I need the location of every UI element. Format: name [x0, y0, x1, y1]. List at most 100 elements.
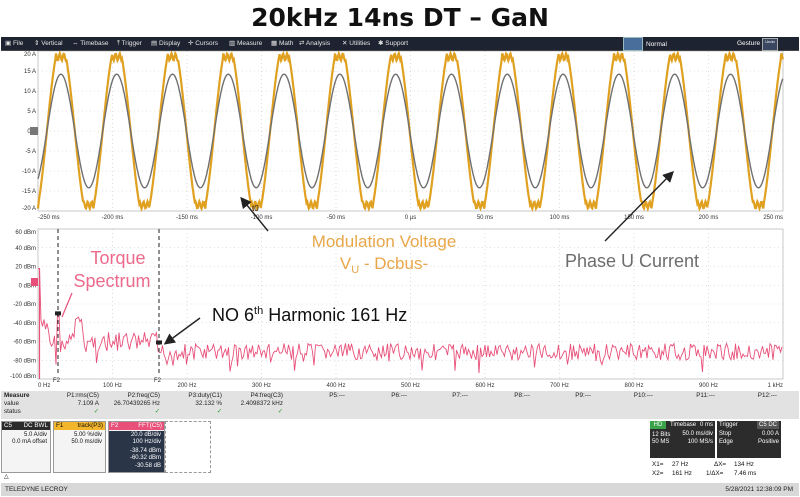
fft-offset-marker[interactable] [31, 278, 38, 286]
bottom-x-tick-label: 0 Hz [38, 383, 50, 389]
measure-param-name: P6:--- [391, 392, 407, 399]
cursor-x2-label: X2= [652, 470, 664, 477]
menu-cursors[interactable]: ✛ Cursors [188, 40, 219, 47]
trigger-slope: Positive [757, 439, 779, 445]
measure-param-name: P9:--- [575, 392, 591, 399]
channel-f2-hdiv: 100 Hz/div [132, 439, 161, 445]
channel-c5-header: C5 DC BWL [2, 422, 50, 430]
channel-f1-box[interactable]: F1 track(P3) 5.00 %/div 50.0 ms/div [53, 421, 106, 473]
menu-display-label: Display [158, 40, 181, 47]
measure-param-status: ✓ [216, 408, 222, 415]
menu-utilities[interactable]: ✕ Utilities [342, 40, 371, 47]
modulation-v: V [340, 254, 352, 273]
measure-param-name: P12:--- [757, 392, 777, 399]
harmonic-superscript: th [254, 305, 263, 317]
bottom-x-tick-label: 900 Hz [699, 383, 718, 389]
status-footer: TELEDYNE LECROY 5/28/2021 12:38:09 PM [1, 483, 799, 496]
measure-param-name: P10:--- [633, 392, 653, 399]
top-x-tick-label: -100 ms [251, 215, 273, 221]
top-y-tick-label: 10 A [24, 89, 36, 95]
channel-offset-marker[interactable] [30, 127, 38, 135]
channel-f1-hdiv: 50.0 ms/div [71, 439, 102, 445]
bottom-y-tick-label: -100 dBm [10, 374, 36, 380]
bottom-y-tick-label: -60 dBm [13, 340, 36, 346]
top-y-tick-label: 5 A [27, 109, 36, 115]
channel-f2-readout: 20.0 dB/div 100 Hz/div -38.74 dBm -60.32… [109, 431, 164, 472]
undo-button[interactable]: Undo [762, 38, 778, 51]
measure-param-value: 2.4098372 kHz [240, 400, 283, 407]
timebase-delay: 0 ms [699, 422, 713, 428]
spectrum-axis-labels: 60 dBm 40 dBm 20 dBm 0 dBm -20 dBm -40 dBm -60… [10, 230, 783, 389]
menu-timebase[interactable]: ⇔ Timebase [72, 40, 109, 47]
measure-param-name: P5:--- [329, 392, 345, 399]
menu-file[interactable]: ▣ File [5, 40, 24, 47]
trigger-mode: Stop [719, 431, 732, 437]
menu-bar: ▣ File ⇕ Vertical ⇔ Timebase ⤒ Trigger ▤… [1, 37, 799, 51]
top-y-tick-label: -20 A [22, 206, 36, 212]
top-x-tick-label: -50 ms [327, 215, 345, 221]
menu-display[interactable]: ▤ Display [151, 40, 181, 47]
bottom-y-tick-label: 20 dBm [15, 265, 36, 271]
menu-trigger-label: Trigger [121, 40, 142, 47]
bottom-y-tick-label: -20 dBm [13, 302, 36, 308]
bottom-y-tick-label: -40 dBm [13, 321, 36, 327]
menu-measure[interactable]: ▥ Measure [229, 40, 263, 47]
timebase-label: Timebase [670, 422, 697, 428]
measure-param-name: P7:--- [452, 392, 468, 399]
menu-utilities-label: Utilities [349, 40, 371, 47]
measure-header: Measure [4, 392, 30, 399]
trigger-level: 0.00 A [761, 431, 779, 437]
channel-f2-source: FFT(C5) [138, 422, 162, 429]
measure-value-label: value [4, 400, 20, 407]
menu-math[interactable]: ▦ Math [271, 40, 294, 47]
display-mode-label: Normal [646, 41, 667, 48]
harmonic-annotation: NO 6th Harmonic 161 Hz [212, 305, 407, 325]
bottom-y-tick-label: 40 dBm [15, 246, 36, 252]
brand-logo: TELEDYNE LECROY [5, 486, 68, 493]
cursor-inv-dx-value: 7.46 ms [734, 470, 757, 477]
top-x-tick-label: 100 ms [550, 215, 570, 221]
menu-file-label: File [12, 40, 24, 47]
harmonic-post: Harmonic 161 Hz [263, 305, 407, 325]
top-x-tick-label: -200 ms [102, 215, 124, 221]
empty-descriptor-slot[interactable] [165, 421, 211, 473]
menu-trigger[interactable]: ⤒ Trigger [117, 40, 142, 47]
measure-param-name: P2:freq(C5) [127, 392, 160, 399]
channel-f2-header: F2 FFT(C5) [109, 422, 164, 430]
bottom-x-tick-label: 400 Hz [326, 383, 345, 389]
measure-param-status: ✓ [154, 408, 160, 415]
plot-area: 20 A15 A10 A5 A0 A-5 A-10 A-15 A-20 A-25… [0, 49, 800, 389]
timebase-box[interactable]: HD 12 Bits Timebase 0 ms 50.0 ms/div 50 … [650, 421, 715, 458]
measure-param-value: 7.109 A [77, 400, 99, 407]
hd-badge: HD [650, 421, 666, 429]
cursor-x2-marker: F2 [154, 378, 162, 384]
channel-c5-box[interactable]: C5 DC BWL 5.0 A/div 0.0 mA offset [1, 421, 51, 473]
channel-f2-dy: -30.58 dB [134, 463, 161, 469]
trigger-box[interactable]: Trigger C5 DC Stop 0.00 A Edge Positive [717, 421, 781, 458]
display-mode-icon[interactable] [623, 37, 643, 51]
menu-measure-label: Measure [236, 40, 263, 47]
channel-f2-box[interactable]: F2 FFT(C5) 20.0 dB/div 100 Hz/div -38.74 … [108, 421, 165, 473]
menu-support[interactable]: ✱ Support [378, 40, 409, 47]
measure-param-value: 32.132 % [195, 400, 222, 407]
channel-f1-vdiv: 5.00 %/div [73, 432, 102, 438]
torque-annotation-line2: Spectrum [73, 271, 150, 291]
delta-icon: △ [4, 474, 9, 480]
bottom-x-tick-label: 500 Hz [401, 383, 420, 389]
measure-param-name: P3:duty(C1) [188, 392, 222, 399]
harmonic-pre: NO 6 [212, 305, 254, 325]
menu-support-label: Support [385, 40, 409, 47]
menu-math-label: Math [278, 40, 294, 47]
trigger-badges: C5 DC [756, 421, 779, 429]
torque-pointer [61, 292, 73, 318]
modulation-subscript: U [351, 264, 359, 276]
channel-c5-offset: 0.0 mA offset [12, 439, 47, 445]
bottom-y-tick-label: -80 dBm [13, 358, 36, 364]
channel-c5-name: C5 [4, 422, 13, 429]
menu-analysis[interactable]: ⇄ Analysis [299, 40, 331, 47]
channel-f2-y2: -60.32 dBm [129, 455, 161, 461]
measure-param-status: ✓ [277, 408, 283, 415]
cursor-dx-label: ΔX= [714, 461, 727, 468]
time-domain-traces [36, 49, 784, 213]
menu-vertical[interactable]: ⇕ Vertical [34, 40, 63, 47]
